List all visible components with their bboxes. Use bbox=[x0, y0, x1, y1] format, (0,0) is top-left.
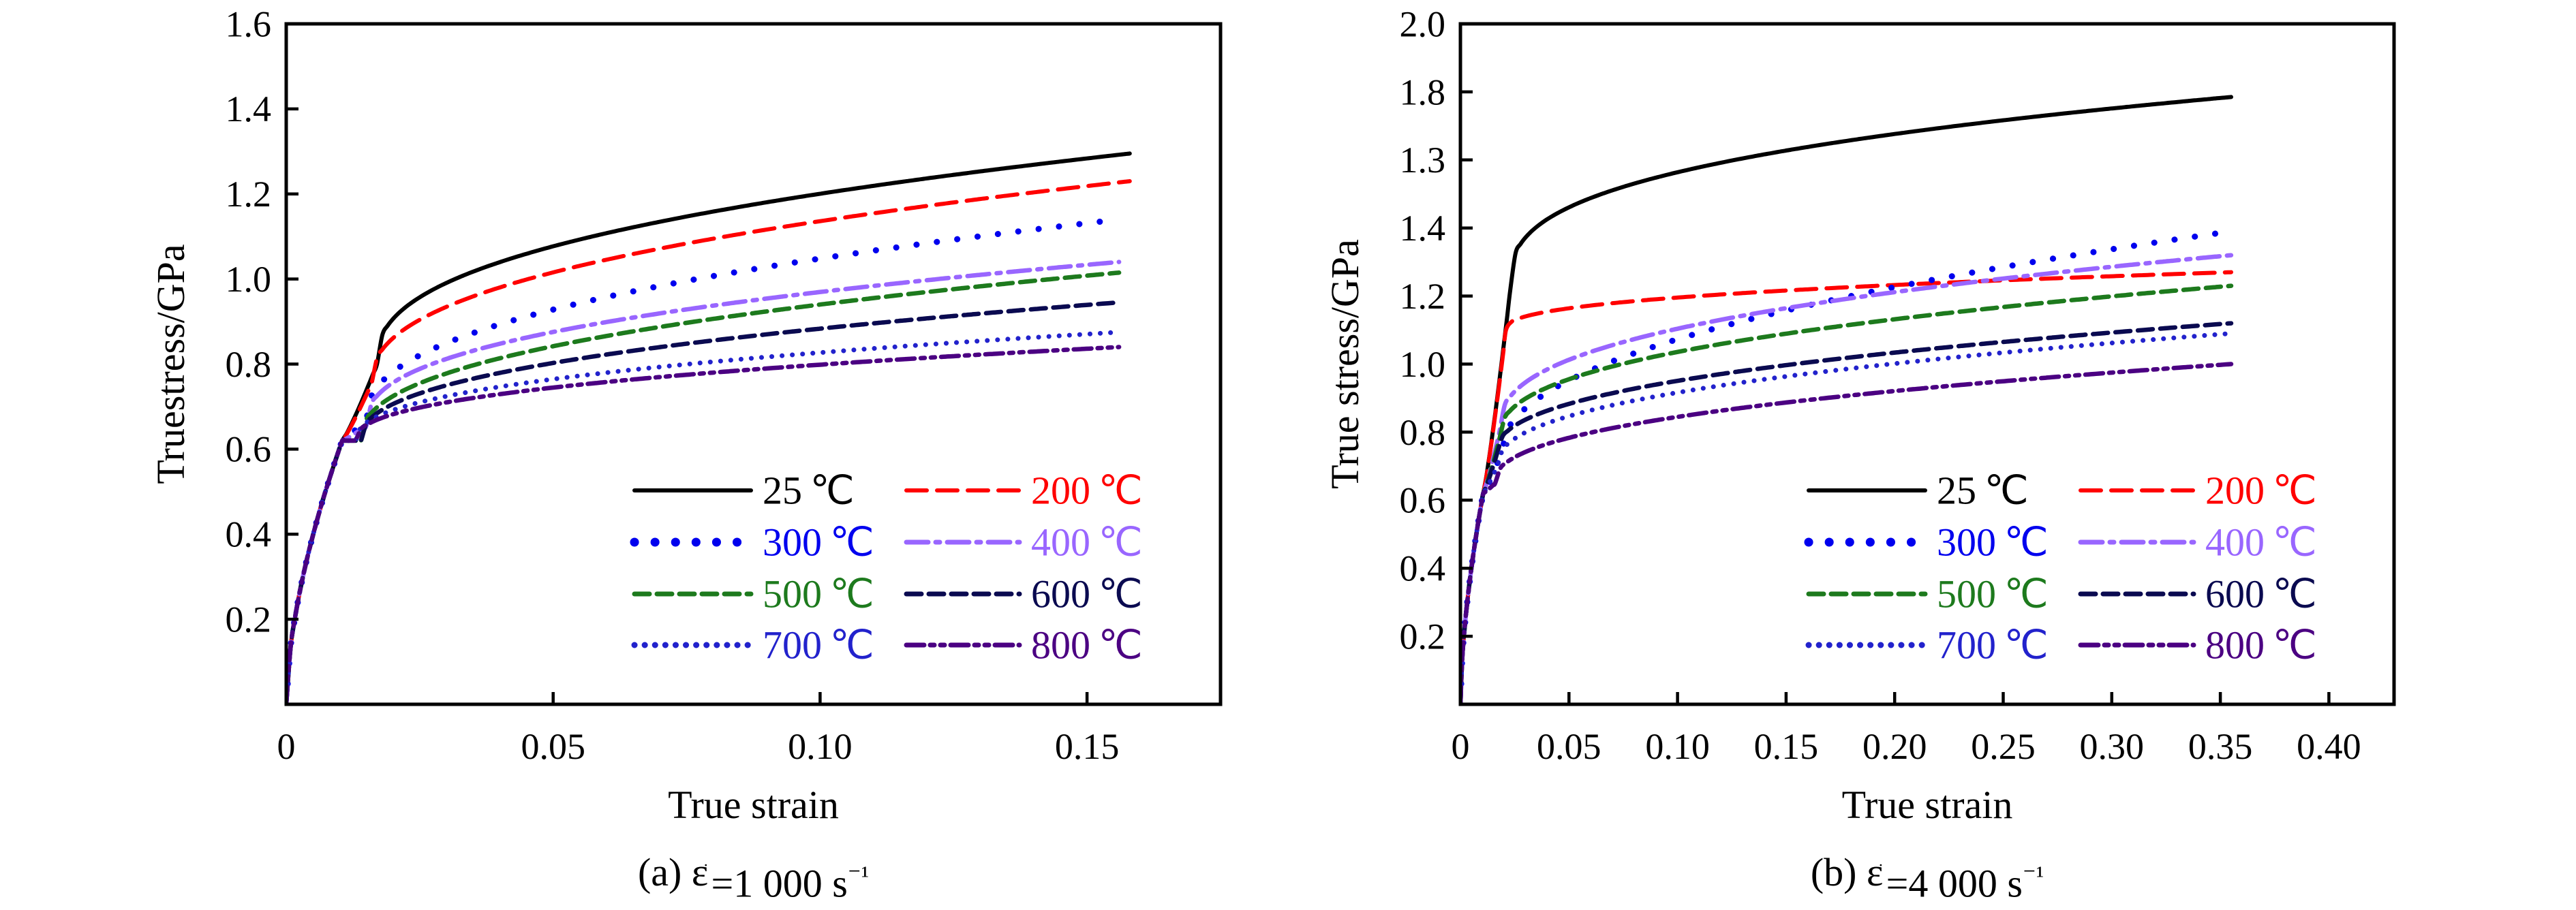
svg-text:1.6: 1.6 bbox=[226, 3, 272, 44]
svg-text:300 ℃: 300 ℃ bbox=[1937, 520, 2049, 565]
svg-text:1.2: 1.2 bbox=[226, 174, 272, 215]
svg-text:0.10: 0.10 bbox=[788, 726, 853, 767]
svg-text:0: 0 bbox=[1452, 726, 1470, 767]
svg-text:0.05: 0.05 bbox=[1537, 726, 1601, 767]
svg-text:0.15: 0.15 bbox=[1754, 726, 1819, 767]
svg-text:25 ℃: 25 ℃ bbox=[1937, 469, 2029, 513]
svg-text:0.10: 0.10 bbox=[1645, 726, 1710, 767]
svg-text:1.0: 1.0 bbox=[1400, 344, 1446, 385]
svg-text:True strain: True strain bbox=[1842, 783, 2013, 827]
svg-text:700 ℃: 700 ℃ bbox=[1937, 623, 2049, 668]
svg-text:400 ℃: 400 ℃ bbox=[1031, 520, 1143, 565]
svg-text:0.8: 0.8 bbox=[226, 344, 272, 385]
svg-text:0.6: 0.6 bbox=[226, 429, 272, 470]
svg-text:1.2: 1.2 bbox=[1400, 276, 1446, 317]
svg-text:0.05: 0.05 bbox=[521, 726, 585, 767]
svg-text:800 ℃: 800 ℃ bbox=[2205, 623, 2317, 668]
svg-text:0.4: 0.4 bbox=[226, 514, 272, 555]
svg-text:300 ℃: 300 ℃ bbox=[763, 520, 874, 565]
svg-text:400 ℃: 400 ℃ bbox=[2205, 520, 2317, 565]
svg-text:0.25: 0.25 bbox=[1971, 726, 2036, 767]
svg-text:0.6: 0.6 bbox=[1400, 480, 1446, 521]
svg-text:0.4: 0.4 bbox=[1400, 548, 1446, 589]
svg-text:0.2: 0.2 bbox=[1400, 616, 1446, 657]
svg-text:25 ℃: 25 ℃ bbox=[763, 469, 855, 513]
svg-text:0.35: 0.35 bbox=[2188, 726, 2253, 767]
svg-text:0: 0 bbox=[277, 726, 296, 767]
svg-text:500 ℃: 500 ℃ bbox=[763, 572, 874, 616]
svg-text:0.20: 0.20 bbox=[1862, 726, 1927, 767]
svg-text:700 ℃: 700 ℃ bbox=[763, 623, 874, 668]
svg-text:600 ℃: 600 ℃ bbox=[2205, 572, 2317, 616]
svg-text:200 ℃: 200 ℃ bbox=[1031, 469, 1143, 513]
svg-text:1.4: 1.4 bbox=[1400, 208, 1446, 249]
svg-text:1.8: 1.8 bbox=[1400, 72, 1446, 112]
svg-text:0.2: 0.2 bbox=[226, 599, 272, 640]
svg-text:Truestress/GPa: Truestress/GPa bbox=[149, 244, 193, 484]
svg-text:500 ℃: 500 ℃ bbox=[1937, 572, 2049, 616]
svg-text:200 ℃: 200 ℃ bbox=[2205, 469, 2317, 513]
svg-text:0.30: 0.30 bbox=[2080, 726, 2145, 767]
svg-text:800 ℃: 800 ℃ bbox=[1031, 623, 1143, 668]
svg-text:1.4: 1.4 bbox=[226, 89, 272, 129]
svg-text:1.3: 1.3 bbox=[1400, 140, 1446, 181]
svg-text:0.8: 0.8 bbox=[1400, 412, 1446, 453]
svg-text:0.40: 0.40 bbox=[2297, 726, 2361, 767]
svg-text:600 ℃: 600 ℃ bbox=[1031, 572, 1143, 616]
svg-text:True stress/GPa: True stress/GPa bbox=[1323, 239, 1367, 489]
svg-text:0.15: 0.15 bbox=[1055, 726, 1120, 767]
svg-text:1.0: 1.0 bbox=[226, 259, 272, 300]
svg-text:True strain: True strain bbox=[668, 783, 839, 827]
svg-text:2.0: 2.0 bbox=[1400, 3, 1446, 44]
